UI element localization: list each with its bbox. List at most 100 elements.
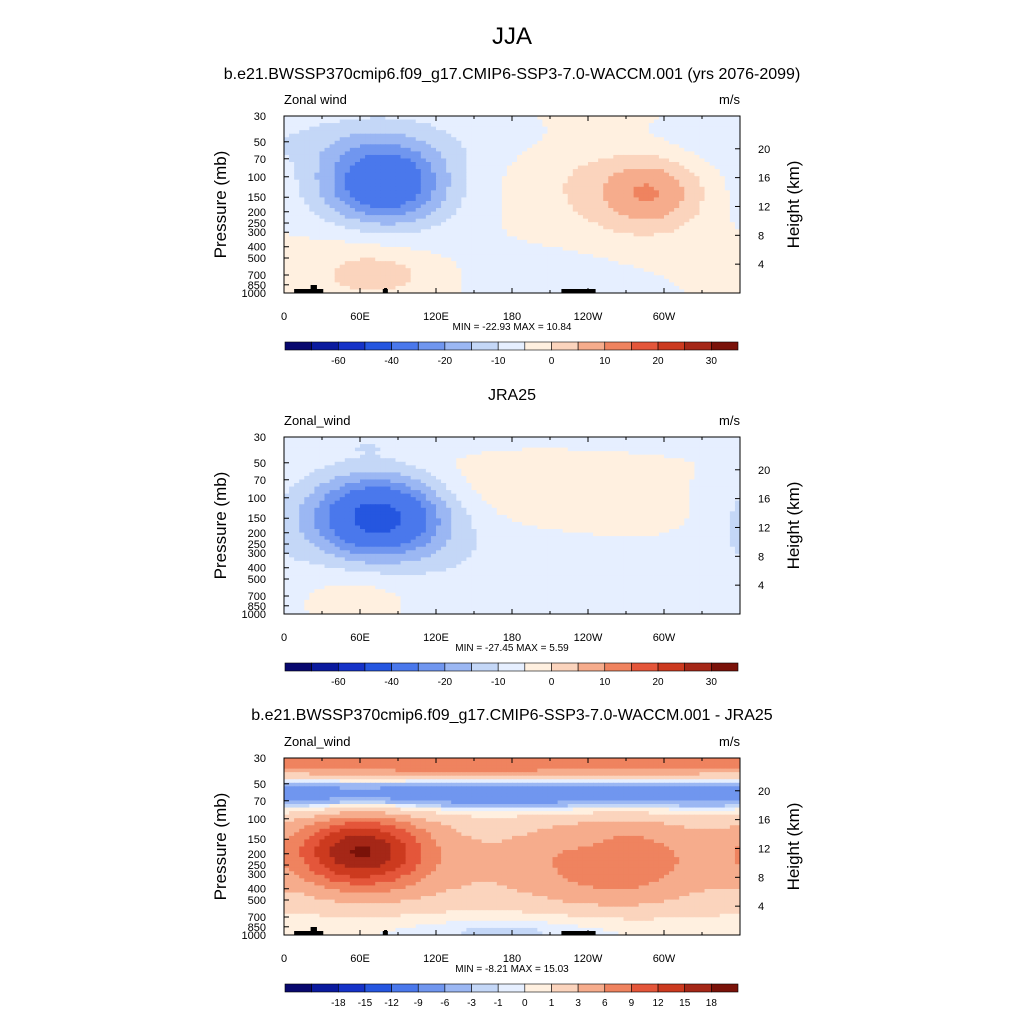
y-tick-label: 250 [248,860,266,872]
panel-3-title: b.e21.BWSSP370cmip6.f09_g17.CMIP6-SSP3-7… [251,707,773,724]
colorbar-label: 10 [599,677,611,688]
colorbar-label: 0 [522,998,528,1009]
colorbar-box [311,662,339,672]
y-tick-label: 500 [248,895,266,907]
colorbar-box [684,341,712,351]
colorbar-label: -10 [491,356,506,367]
right-tick-label: 8 [758,872,764,884]
colorbar-box [311,983,339,993]
colorbar-label: 15 [679,998,691,1009]
y-tick-label: 100 [248,172,266,184]
colorbar-label: 1 [549,998,555,1009]
colorbar-box [284,662,312,672]
contour-field [284,116,740,293]
right-tick-label: 16 [758,173,770,185]
units-label: m/s [719,92,740,107]
colorbar-label: -9 [414,998,423,1009]
colorbar-box [577,662,606,672]
colorbar-label: -40 [384,677,399,688]
y-tick-label: 700 [248,591,266,603]
y-tick-label: 1000 [242,930,266,942]
x-tick-label: 180 [503,953,521,965]
colorbar-label: 12 [652,998,664,1009]
panel-2-title: JRA25 [488,387,536,404]
colorbar-label: 30 [706,356,718,367]
colorbar-label: 3 [575,998,581,1009]
colorbar-box [657,983,686,993]
colorbar-box [444,341,472,351]
y-tick-label: 200 [248,207,266,219]
x-tick-label: 120E [423,311,449,323]
min-max-label: MIN = -8.21 MAX = 15.03 [455,964,569,975]
right-tick-label: 12 [758,522,770,534]
x-tick-label: 180 [503,632,521,644]
y-tick-label: 150 [248,834,266,846]
colorbar-box [524,662,552,672]
right-tick-label: 4 [758,580,764,592]
y-tick-label: 70 [254,475,266,487]
colorbar-box [604,341,632,351]
panel-2: Zonal_wind m/s0 60E 120E 180 120W 60W305070100… [211,413,803,688]
colorbar-label: -15 [358,998,373,1009]
colorbar-box [284,341,312,351]
colorbar-box [711,341,739,351]
colorbar-box [684,983,712,993]
colorbar-label: -60 [331,677,346,688]
y-tick-label: 400 [248,242,266,254]
colorbar-box [657,341,686,351]
colorbar-label: 0 [549,356,555,367]
right-tick-label: 20 [758,465,770,477]
min-max-label: MIN = -22.93 MAX = 10.84 [453,322,572,333]
y-tick-label: 70 [254,154,266,166]
variable-label: Zonal_wind [284,413,351,428]
colorbar: -60 -40 -20 -10 0 10 20 30 [284,341,739,367]
panel-1: Zonal wind m/s0 60E 120E 180 120W 60W305070100… [211,92,803,367]
units-label: m/s [719,413,740,428]
x-tick-label: 60W [653,632,676,644]
right-tick-label: 16 [758,494,770,506]
y-tick-label: 700 [248,912,266,924]
right-tick-label: 12 [758,201,770,213]
panel-1-title: b.e21.BWSSP370cmip6.f09_g17.CMIP6-SSP3-7… [224,66,801,83]
y-tick-label: 850 [248,280,266,292]
colorbar-label: -60 [331,356,346,367]
right-tick-label: 4 [758,901,764,913]
colorbar-label: -6 [440,998,449,1009]
x-tick-label: 120W [574,632,603,644]
right-tick-label: 8 [758,551,764,563]
x-tick-label: 120E [423,632,449,644]
colorbar-label: -20 [438,677,453,688]
right-axis-title: Height (km) [784,803,803,891]
right-tick-label: 20 [758,786,770,798]
right-tick-label: 20 [758,144,770,156]
x-tick-label: 120W [574,953,603,965]
x-tick-label: 60E [350,953,370,965]
colorbar-box [497,341,526,351]
colorbar-box [631,983,659,993]
y-tick-label: 850 [248,922,266,934]
colorbar-label: 18 [706,998,718,1009]
colorbar-box [657,662,686,672]
colorbar-box [551,983,579,993]
colorbar-label: -1 [494,998,503,1009]
colorbar-label: 0 [549,677,555,688]
colorbar-box [391,341,419,351]
colorbar-label: 10 [599,356,611,367]
colorbar-label: -40 [384,356,399,367]
y-tick-label: 30 [254,111,266,123]
colorbar-label: -10 [491,677,506,688]
y-tick-label: 50 [254,779,266,791]
min-max-label: MIN = -27.45 MAX = 5.59 [455,643,569,654]
colorbar-box [337,983,366,993]
variable-label: Zonal_wind [284,734,351,749]
colorbar-box [364,983,392,993]
x-tick-label: 60W [653,953,676,965]
y-tick-label: 150 [248,192,266,204]
y-tick-label: 50 [254,458,266,470]
x-tick-label: 60E [350,311,370,323]
colorbar-box [631,662,659,672]
right-axis-title: Height (km) [784,161,803,249]
figure-title: JJA [492,23,532,50]
right-tick-label: 4 [758,259,764,271]
